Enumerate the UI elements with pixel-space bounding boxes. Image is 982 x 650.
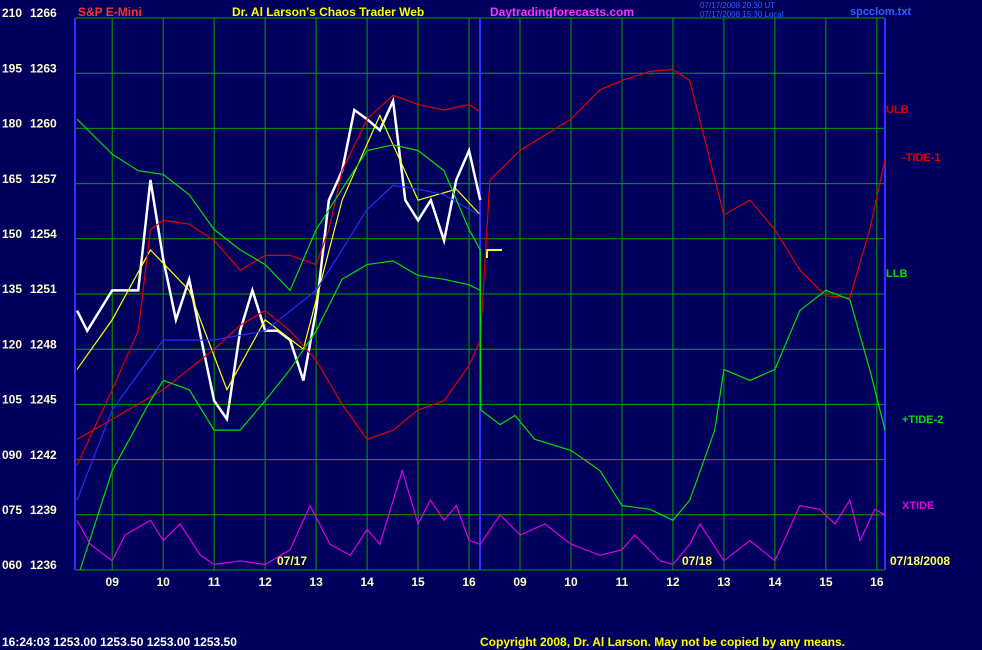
copyright: Copyright 2008, Dr. Al Larson. May not b… <box>480 635 845 649</box>
y2-tick-label: 060 <box>2 558 22 572</box>
y-tick-label: 1236 <box>30 558 57 572</box>
y-tick-label: 1242 <box>30 448 57 462</box>
y-tick-label: 1245 <box>30 393 57 407</box>
y2-tick-label: 195 <box>2 61 22 75</box>
file-name: spcclom.txt <box>850 6 911 18</box>
y2-tick-label: 075 <box>2 503 22 517</box>
y2-tick-label: 150 <box>2 227 22 241</box>
y2-tick-label: 105 <box>2 393 22 407</box>
x-tick-label: 09 <box>106 575 120 589</box>
legend-label: -TIDE-1 <box>902 152 941 164</box>
x-tick-label: 10 <box>157 575 171 589</box>
website: Daytradingforecasts.com <box>490 5 634 19</box>
y-tick-label: 1257 <box>30 172 57 186</box>
timestamp: 07/17/2008 20:30 UT <box>700 1 775 10</box>
series-line <box>76 68 886 441</box>
date-label: 07/18/2008 <box>890 554 950 568</box>
status-line: 16:24:03 1253.00 1253.50 1253.00 1253.50 <box>2 635 237 649</box>
series-line <box>76 184 481 501</box>
x-tick-label: 14 <box>360 575 374 589</box>
x-tick-label: 15 <box>819 575 833 589</box>
series-line <box>76 468 886 566</box>
y2-tick-label: 135 <box>2 282 22 296</box>
y-tick-label: 1248 <box>30 337 57 351</box>
x-tick-label: 09 <box>513 575 527 589</box>
y-tick-label: 1260 <box>30 117 57 131</box>
x-tick-label: 13 <box>309 575 323 589</box>
y2-tick-label: 120 <box>2 337 22 351</box>
y2-tick-label: 180 <box>2 117 22 131</box>
series-line <box>76 118 886 522</box>
legend-label: ULB <box>886 104 909 116</box>
y2-tick-label: 090 <box>2 448 22 462</box>
x-tick-label: 16 <box>870 575 884 589</box>
x-tick-label: 12 <box>258 575 272 589</box>
y-tick-label: 1254 <box>30 227 57 241</box>
legend-label: XTIDE <box>902 500 934 512</box>
symbol: S&P E-Mini <box>78 5 142 19</box>
x-tick-label: 11 <box>208 575 221 589</box>
date-label: 07/17 <box>277 554 307 568</box>
legend-label: LLB <box>886 268 907 280</box>
x-tick-label: 10 <box>564 575 578 589</box>
x-tick-label: 16 <box>462 575 476 589</box>
y-tick-label: 1263 <box>30 61 57 75</box>
series-line <box>79 260 481 571</box>
date-label: 07/18 <box>682 554 712 568</box>
y2-tick-label: 210 <box>2 6 22 20</box>
timestamp: 07/17/2008 15:30 Local <box>700 10 784 19</box>
marker <box>486 249 502 258</box>
x-tick-label: 12 <box>666 575 680 589</box>
series-line <box>75 96 482 423</box>
series-line <box>76 114 481 392</box>
y-tick-label: 1251 <box>30 282 57 296</box>
legend-label: +TIDE-2 <box>902 414 943 426</box>
y-tick-label: 1239 <box>30 503 57 517</box>
x-tick-label: 11 <box>616 575 629 589</box>
x-tick-label: 13 <box>717 575 731 589</box>
x-tick-label: 15 <box>411 575 425 589</box>
series-line <box>76 94 481 466</box>
chart-title: Dr. Al Larson's Chaos Trader Web <box>232 5 424 19</box>
x-tick-label: 14 <box>768 575 782 589</box>
y2-tick-label: 165 <box>2 172 22 186</box>
y-tick-label: 1266 <box>30 6 57 20</box>
